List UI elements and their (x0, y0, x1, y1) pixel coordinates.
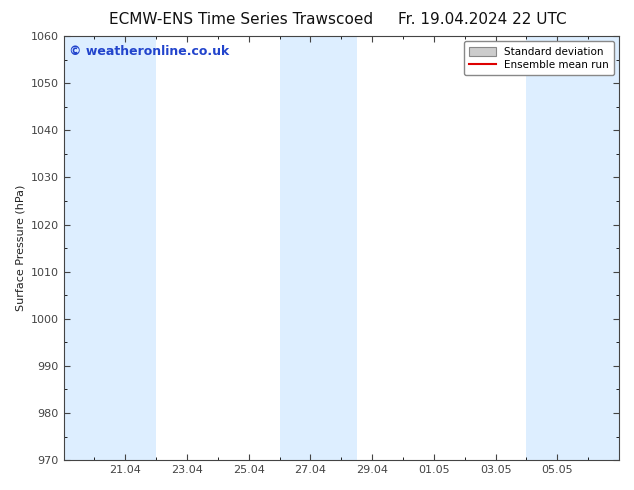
Bar (280, 36, 357, 460)
Y-axis label: Surface Pressure (hPa): Surface Pressure (hPa) (15, 185, 25, 311)
Text: ECMW-ENS Time Series Trawscoed: ECMW-ENS Time Series Trawscoed (109, 12, 373, 27)
Text: Fr. 19.04.2024 22 UTC: Fr. 19.04.2024 22 UTC (398, 12, 566, 27)
Bar (526, 36, 619, 460)
Bar (63, 36, 156, 460)
Text: © weatheronline.co.uk: © weatheronline.co.uk (69, 45, 230, 58)
Legend: Standard deviation, Ensemble mean run: Standard deviation, Ensemble mean run (464, 41, 614, 75)
